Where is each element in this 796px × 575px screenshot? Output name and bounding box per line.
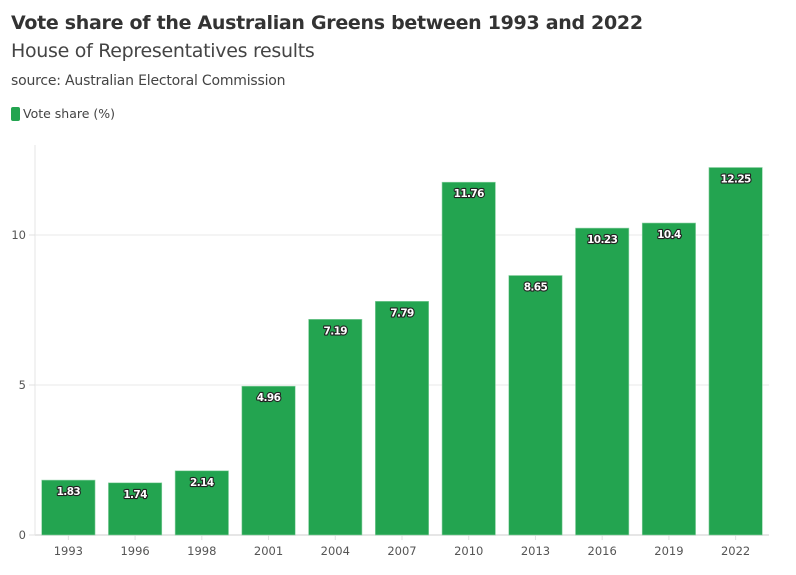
x-tick-label-2007: 2007 (387, 544, 416, 558)
data-labels: 1.83 1.74 2.14 4.96 7.19 7.79 11.76 8.65 10.23 10… (56, 172, 753, 501)
x-tick-label-2001: 2001 (254, 544, 283, 558)
bar-2016[interactable] (575, 227, 630, 536)
legend-label: Vote share (%) (23, 106, 116, 121)
bar-2013[interactable] (508, 275, 563, 536)
x-tick-label-2004: 2004 (321, 544, 350, 558)
data-label-2022: 12.25 (721, 174, 752, 186)
bar-2001[interactable] (241, 385, 296, 536)
data-label-2007: 7.79 (390, 307, 414, 319)
x-tick-label-2010: 2010 (454, 544, 483, 558)
bar-1998[interactable] (174, 470, 229, 536)
legend: Vote share (%) (11, 106, 115, 121)
bar-2010[interactable] (441, 181, 496, 536)
x-tick-label-2022: 2022 (721, 544, 750, 558)
data-label-2004: 7.19 (324, 325, 348, 337)
data-label-2019: 10.4 (657, 229, 681, 241)
bar-1996[interactable] (108, 482, 163, 536)
data-label-1996: 1.74 (123, 489, 147, 501)
chart-subtitle: House of Representatives results (11, 40, 315, 62)
data-label-2016: 10.23 (587, 234, 618, 246)
bars (41, 167, 763, 536)
bar-2022[interactable] (708, 167, 763, 536)
data-label-2010: 11.76 (454, 188, 485, 200)
chart-title: Vote share of the Australian Greens betw… (11, 12, 643, 34)
x-tick-label-1998: 1998 (187, 544, 216, 558)
data-label-2013: 8.65 (524, 282, 548, 294)
data-label-2001: 4.96 (257, 392, 281, 404)
y-tick-label: 10 (11, 228, 26, 242)
data-label-1993: 1.83 (57, 486, 81, 498)
x-tick-label-1996: 1996 (120, 544, 149, 558)
legend-swatch (11, 106, 20, 121)
legend-item-vote-share[interactable]: Vote share (%) (11, 106, 115, 121)
data-label-1998: 2.14 (190, 477, 214, 489)
x-tick-label-2019: 2019 (654, 544, 683, 558)
bar-2004[interactable] (308, 318, 363, 536)
chart-source: source: Australian Electoral Commission (11, 73, 286, 89)
x-tick-label-2013: 2013 (521, 544, 550, 558)
x-tick-label-2016: 2016 (588, 544, 617, 558)
x-tick-label-1993: 1993 (54, 544, 83, 558)
y-tick-label: 0 (19, 528, 26, 542)
bar-1993[interactable] (41, 479, 96, 536)
bar-2007[interactable] (375, 300, 429, 536)
bar-2019[interactable] (641, 222, 696, 536)
y-tick-label: 5 (19, 378, 26, 392)
